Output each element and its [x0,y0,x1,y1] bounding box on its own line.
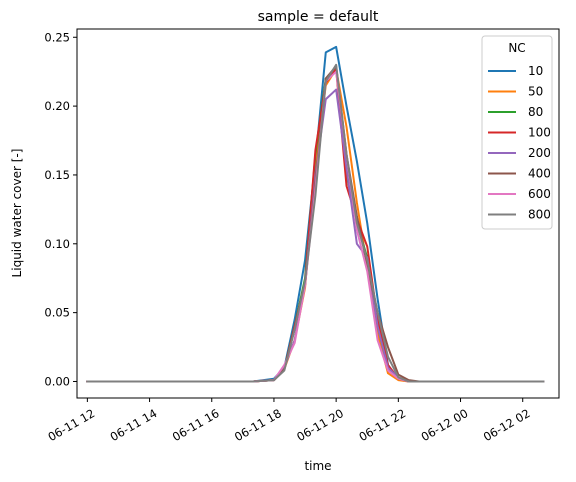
series-line-800 [86,63,545,383]
y-tick-label: 0.05 [44,306,70,320]
legend-label-400: 400 [528,167,551,181]
x-axis-label: time [304,459,331,473]
legend-label-10: 10 [528,64,543,78]
y-tick-label: 0.20 [44,99,70,113]
legend-label-80: 80 [528,105,543,119]
y-tick-label: 0.00 [44,374,70,388]
y-axis-ticks: 0.00 0.05 0.10 0.15 0.20 0.25 [44,30,77,388]
y-axis-label: Liquid water cover [-] [10,149,24,278]
y-tick-label: 0.25 [44,30,70,44]
y-tick-label: 0.15 [44,168,70,182]
legend-label-100: 100 [528,126,551,140]
legend-box [481,35,553,230]
legend-entries: 10 50 80 100 200 400 600 800 [488,64,551,222]
axes-frame [76,28,560,399]
legend: NC 10 50 80 100 200 400 600 800 [481,35,553,230]
legend-label-600: 600 [528,187,551,201]
chart-title: sample = default [258,9,379,25]
y-tick-label: 0.10 [44,237,70,251]
legend-label-800: 800 [528,208,551,222]
series-layer [86,45,545,383]
legend-label-200: 200 [528,146,551,160]
legend-label-50: 50 [528,85,543,99]
legend-title: NC [508,41,525,55]
